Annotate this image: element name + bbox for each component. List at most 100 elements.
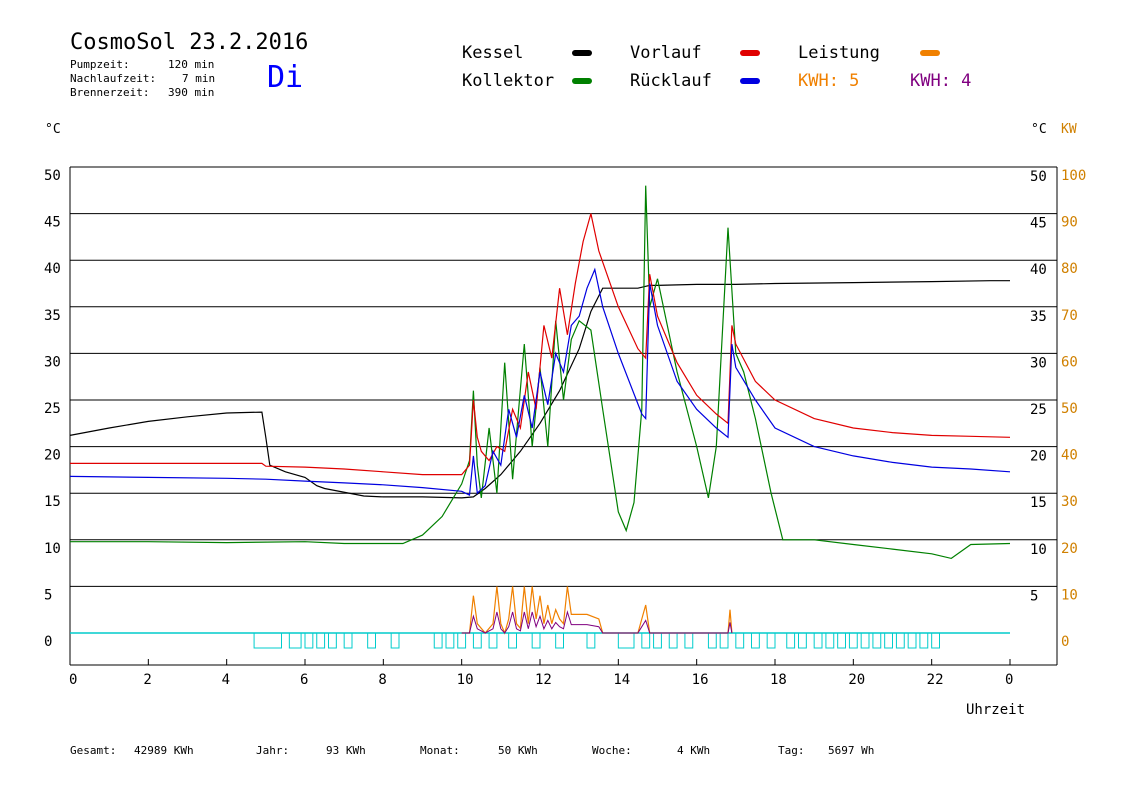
pump-on-marker [288,632,302,649]
series-line-kessel [69,280,1010,499]
pump-on-marker [390,632,400,649]
pump-on-marker [253,632,282,649]
pump-on-marker [488,632,498,649]
pump-on-marker [813,632,823,649]
footer-label: Jahr: [256,744,290,757]
series-line-kwh2 [461,610,733,634]
y-tick-label-right: 40 [1030,262,1047,278]
footer-value: 50 KWh [498,744,538,757]
pump-on-marker [531,632,541,649]
legend-leistung: Leistung [798,43,880,63]
y-tick-label-kw: 40 [1061,448,1078,464]
y-tick-label-kw: 70 [1061,308,1078,324]
legend-swatch-vorlauf [740,50,760,56]
y-tick-label-kw: 30 [1061,494,1078,510]
pump-on-marker [872,632,882,649]
param-label: Nachlaufzeit: [70,72,157,85]
pump-on-marker [707,632,717,649]
pump-on-marker [457,632,467,649]
x-tick-label: 0 [69,672,77,688]
pump-on-marker [786,632,796,649]
y-tick-label-kw: 100 [1061,168,1086,184]
x-tick-label: 14 [613,672,630,688]
footer-value: 4 KWh [677,744,711,757]
pump-on-marker [641,632,651,649]
y-tick-label-right: 50 [1030,169,1047,185]
y-unit-right: °C [1031,122,1047,137]
weekday-label: Di [267,60,304,95]
pump-on-marker [766,632,776,649]
y-tick-label-kw: 80 [1061,261,1078,277]
footer-label: Tag: [778,744,805,757]
pump-on-marker [472,632,482,649]
series-line-kollektor [70,185,1011,560]
x-tick-label: 10 [457,672,474,688]
y-tick-label-right: 45 [1030,216,1047,232]
y-tick-label-left: 40 [44,261,61,277]
y-tick-label-left: 50 [44,168,61,184]
footer-label: Monat: [420,744,460,757]
y-tick-label-right: 25 [1030,402,1047,418]
pump-on-marker [919,632,929,649]
x-tick-label: 16 [692,672,709,688]
x-tick-label: 12 [535,672,552,688]
footer-value: 42989 KWh [134,744,194,757]
pump-on-marker [825,632,835,649]
y-tick-label-left: 0 [44,634,52,650]
pump-on-marker [617,632,635,649]
legend-swatch-kessel [572,50,592,56]
param-value: 7 min [182,72,216,85]
y-tick-label-kw: 10 [1061,587,1078,603]
y-tick-label-right: 30 [1030,355,1047,371]
pump-on-marker [860,632,870,649]
y-tick-label-kw: 50 [1061,401,1078,417]
footer-value: 5697 Wh [828,744,875,757]
x-tick-label: 22 [927,672,944,688]
y-unit-left: °C [45,122,61,137]
param-value: 120 min [168,58,215,71]
pump-on-marker [653,632,662,649]
y-tick-label-left: 10 [44,541,61,557]
pump-on-marker [837,632,847,649]
footer-label: Woche: [592,744,632,757]
y-tick-label-kw: 20 [1061,541,1078,557]
x-tick-label: 4 [222,672,230,688]
pump-on-marker [848,632,858,649]
legend-swatch-ruecklauf [740,78,760,84]
y-tick-label-kw: 0 [1061,634,1069,650]
pump-on-marker [367,632,376,649]
series-line-vorlauf [70,213,1011,476]
footer-value: 93 KWh [326,744,366,757]
x-axis-label: Uhrzeit [966,702,1026,718]
pump-on-marker [931,632,941,649]
y-tick-label-left: 20 [44,448,61,464]
series-line-ruecklauf [69,267,1011,497]
legend-kwh1: KWH: 5 [798,71,860,91]
pump-on-marker [798,632,807,649]
legend-kessel: Kessel [462,43,524,63]
param-label: Pumpzeit: [70,58,130,71]
legend-ruecklauf: Rücklauf [630,71,712,91]
pump-on-marker [316,632,326,649]
x-tick-label: 8 [378,672,386,688]
y-tick-label-kw: 90 [1061,215,1078,231]
y-tick-label-right: 5 [1030,588,1038,604]
y-tick-label-left: 25 [44,401,61,417]
pump-on-marker [445,632,455,649]
y-tick-label-left: 15 [44,494,61,510]
param-label: Brennerzeit: [70,86,150,99]
pump-on-marker [735,632,745,649]
pump-on-marker [668,632,678,649]
pump-on-marker [907,632,917,649]
y-tick-label-right: 35 [1030,309,1047,325]
y-tick-label-left: 35 [44,308,61,324]
pump-on-marker [751,632,760,649]
footer-label: Gesamt: [70,744,117,757]
param-value: 390 min [168,86,215,99]
legend-kollektor: Kollektor [462,71,555,91]
y-tick-label-right: 20 [1030,449,1047,465]
legend-swatch-kollektor [572,78,592,84]
y-tick-label-left: 45 [44,215,61,231]
pump-on-marker [433,632,443,649]
y-tick-label-left: 5 [44,587,52,603]
